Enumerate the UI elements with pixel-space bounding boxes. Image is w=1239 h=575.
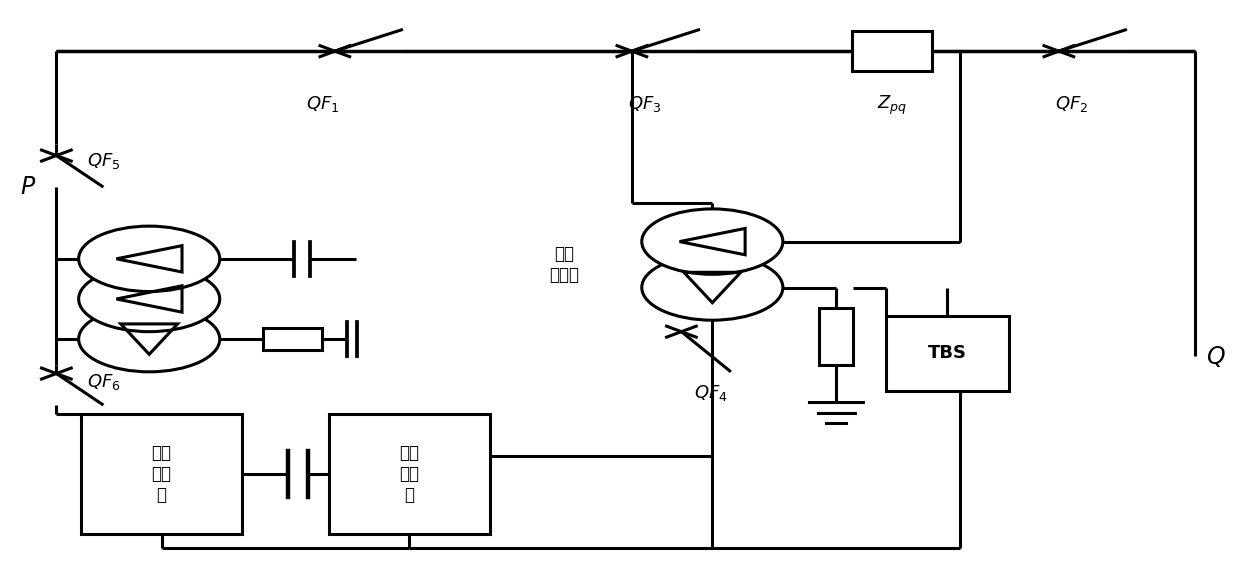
Circle shape: [642, 255, 783, 320]
Text: $QF_3$: $QF_3$: [627, 94, 660, 114]
Text: $Z_{pq}$: $Z_{pq}$: [877, 94, 907, 117]
Text: 并联
换流
器: 并联 换流 器: [151, 444, 171, 504]
Circle shape: [78, 266, 219, 332]
Bar: [851, 31, 932, 71]
Bar: [886, 316, 1010, 391]
Circle shape: [78, 226, 219, 292]
Text: $Q$: $Q$: [1207, 344, 1225, 369]
Circle shape: [642, 209, 783, 274]
Text: $QF_5$: $QF_5$: [87, 151, 120, 171]
Bar: [328, 413, 489, 534]
Bar: [263, 328, 322, 350]
Text: $P$: $P$: [20, 175, 36, 198]
Text: $QF_2$: $QF_2$: [1054, 94, 1088, 114]
Bar: [81, 413, 242, 534]
Bar: [819, 308, 854, 365]
Text: $QF_6$: $QF_6$: [87, 372, 121, 392]
Text: 串联
换流
器: 串联 换流 器: [399, 444, 419, 504]
Text: $QF_4$: $QF_4$: [694, 384, 727, 403]
Text: 串联
变压器: 串联 变压器: [549, 245, 579, 284]
Text: $QF_1$: $QF_1$: [306, 94, 339, 114]
Circle shape: [78, 306, 219, 372]
Text: TBS: TBS: [928, 344, 966, 362]
